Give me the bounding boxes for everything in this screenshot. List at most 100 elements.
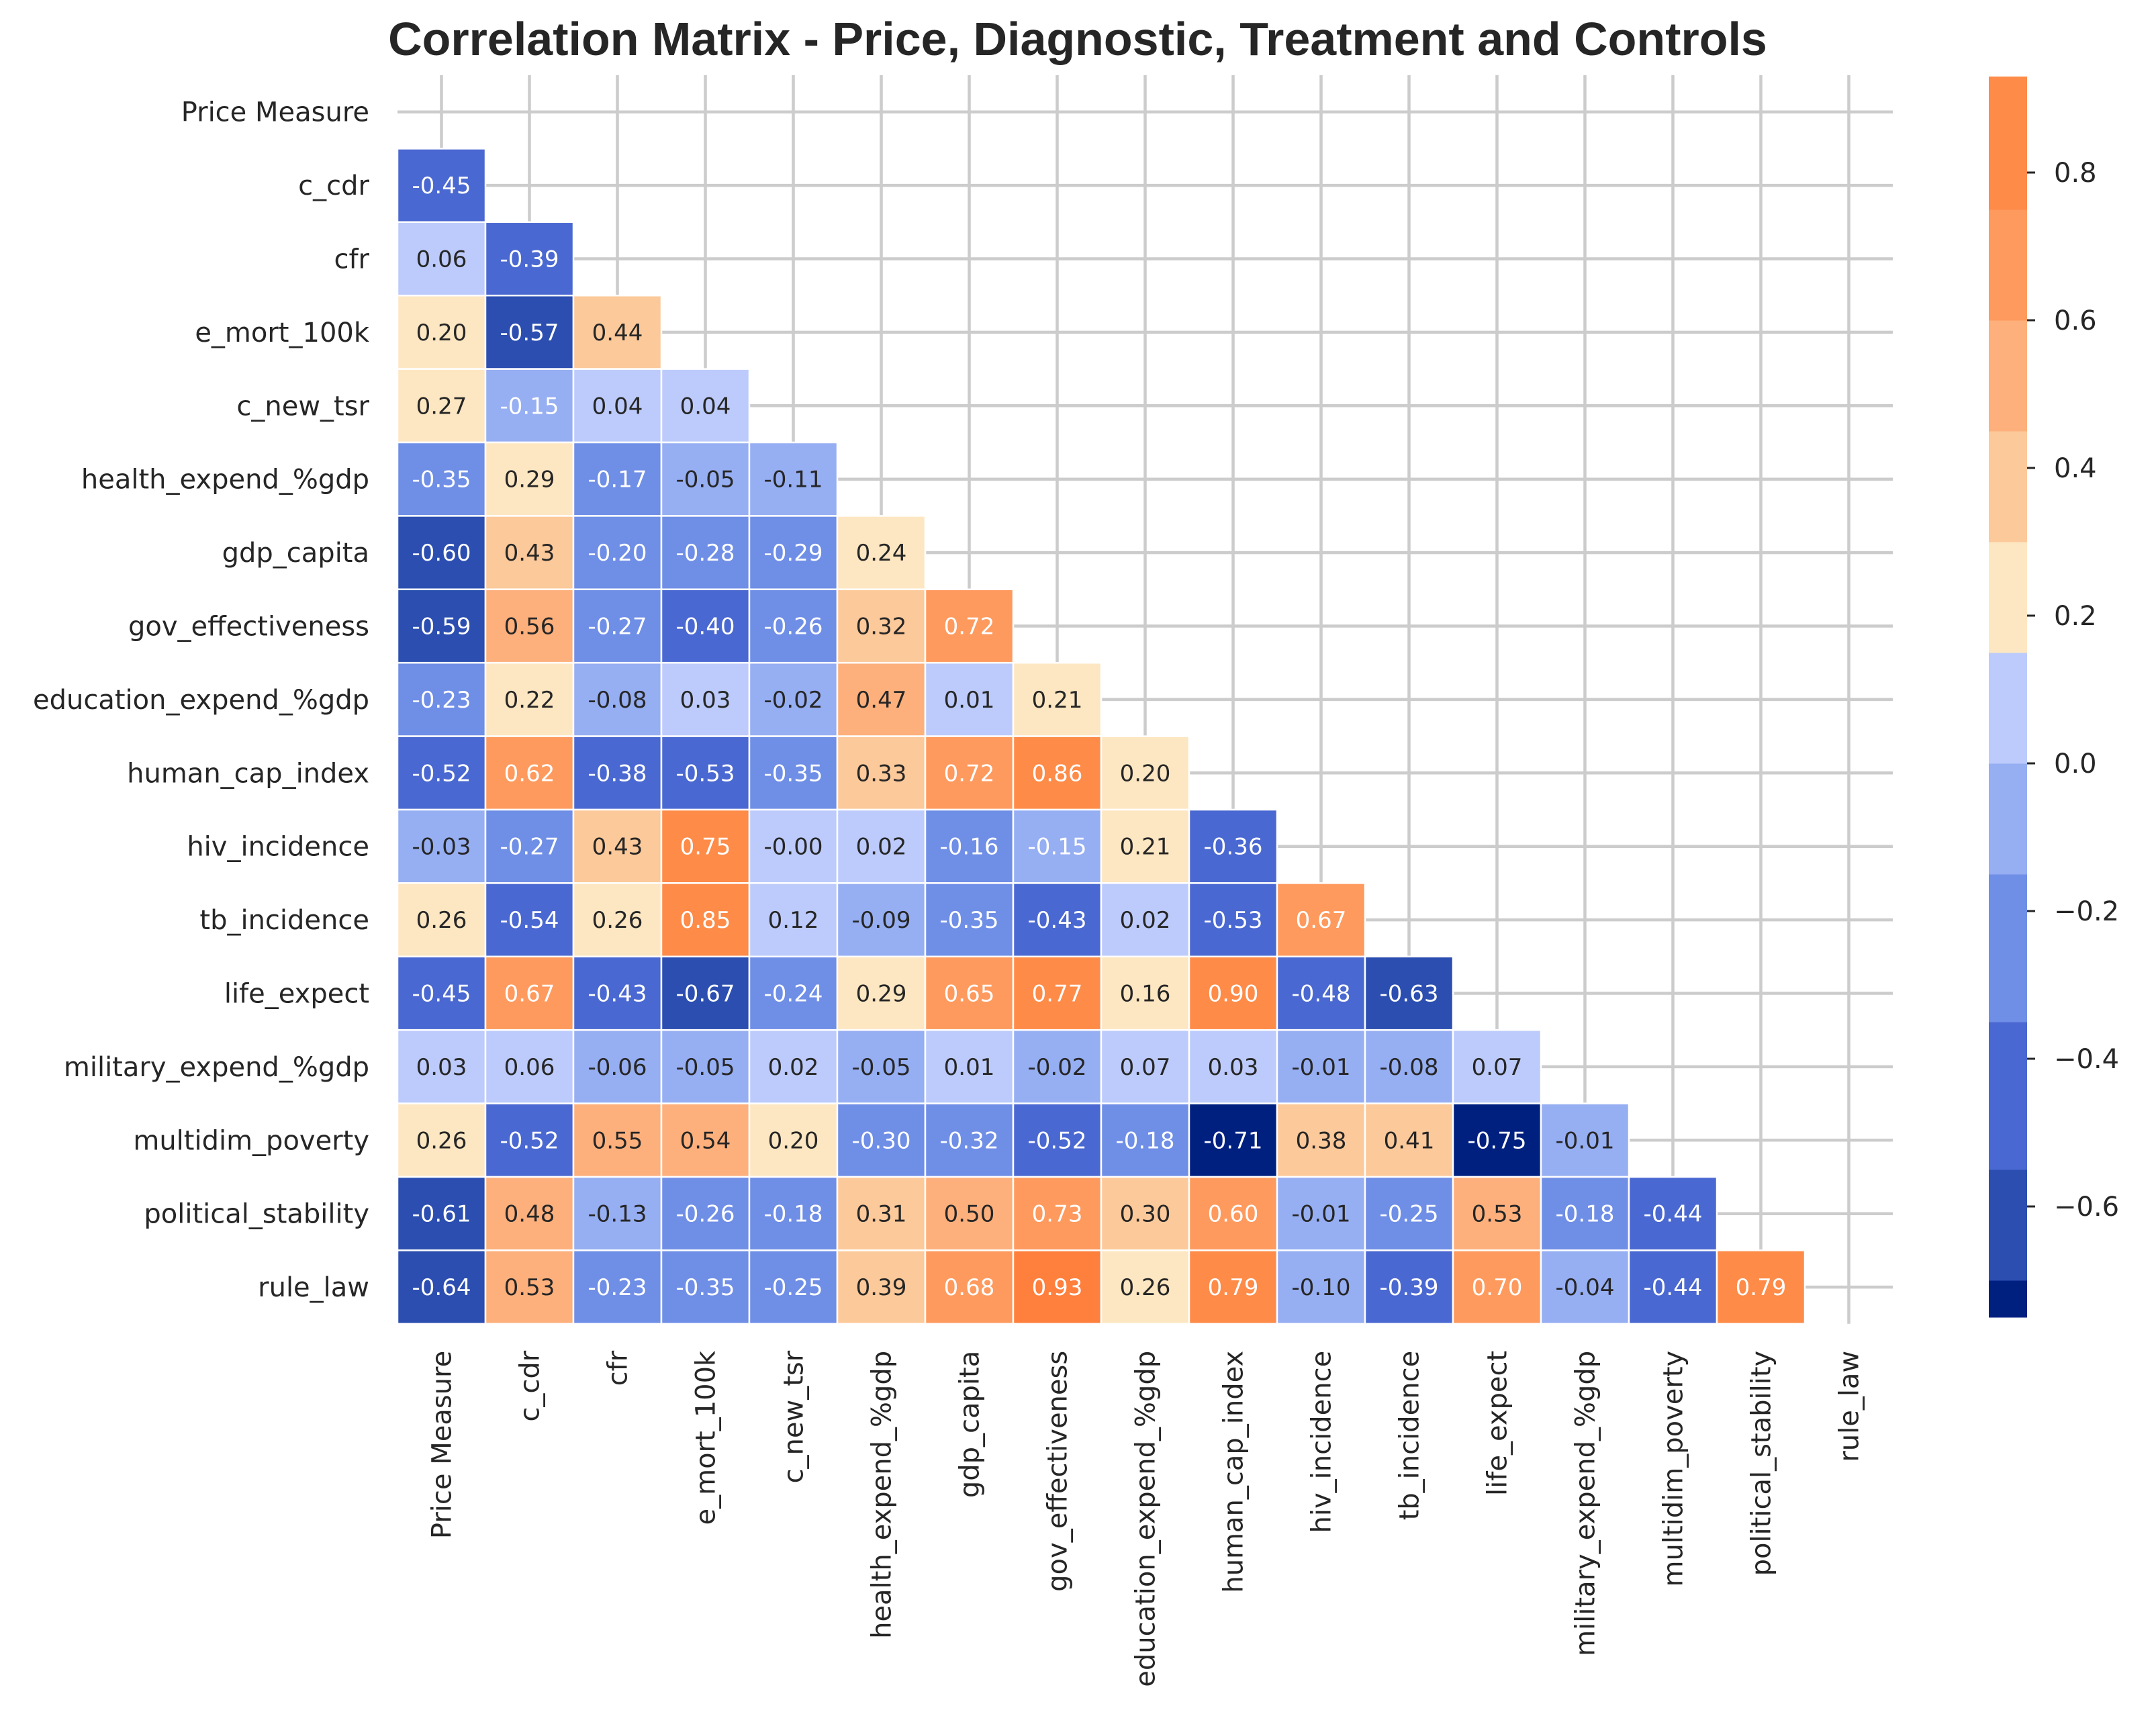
heatmap-cell (1188, 882, 1278, 958)
cell-value-label: -0.52 (1028, 1127, 1087, 1154)
cell-value-label: -0.38 (588, 760, 647, 787)
x-tick-label: gov_effectiveness (1043, 1351, 1074, 1592)
cell-value-label: 0.07 (1120, 1054, 1171, 1081)
heatmap-cell (396, 1029, 487, 1104)
cell-value-label: 0.12 (768, 907, 819, 934)
heatmap-cell (484, 1176, 575, 1251)
heatmap-cell (660, 808, 751, 884)
cell-value-label: -0.13 (588, 1201, 647, 1228)
heatmap-cell (660, 441, 751, 517)
cell-value-label: -0.02 (764, 687, 823, 714)
cell-value-label: 0.01 (944, 1054, 995, 1081)
heatmap-cell (924, 588, 1015, 664)
cell-value-label: 0.33 (856, 760, 907, 787)
heatmap-cell (748, 1176, 839, 1251)
cell-value-label: 0.04 (592, 393, 643, 420)
y-tick-label: health_expend_%gdp (81, 465, 369, 495)
x-tick-label: c_cdr (515, 1350, 546, 1421)
cell-value-label: -0.48 (1292, 981, 1351, 1008)
cell-value-label: -0.15 (500, 393, 559, 420)
heatmap-cell (396, 441, 487, 517)
cell-value-label: 0.48 (504, 1201, 555, 1228)
cell-value-label: -0.01 (1292, 1201, 1351, 1228)
heatmap-cell (1364, 1029, 1454, 1104)
cell-value-label: 0.73 (1032, 1201, 1083, 1228)
heatmap-cell (836, 1176, 927, 1251)
heatmap-cell (1100, 1249, 1190, 1325)
cell-value-label: -0.05 (852, 1054, 911, 1081)
cell-value-label: 0.93 (1032, 1274, 1083, 1301)
heatmap-cell (836, 588, 927, 664)
heatmap-cell (1540, 1176, 1630, 1251)
heatmap-cell (660, 955, 751, 1031)
cell-value-label: -0.01 (1556, 1127, 1615, 1154)
cell-value-label: 0.85 (680, 907, 731, 934)
heatmap-cell (1452, 1176, 1542, 1251)
cell-value-label: -0.32 (940, 1127, 999, 1154)
colorbar-segment (1989, 874, 2027, 1023)
heatmap-cell (748, 588, 839, 664)
cell-value-label: -0.39 (500, 246, 559, 273)
heatmap-cell (1188, 1029, 1278, 1104)
cell-value-label: -0.05 (676, 467, 735, 493)
y-tick-label: Price Measure (181, 97, 369, 128)
cell-value-label: 0.77 (1032, 981, 1083, 1008)
cell-value-label: 0.90 (1208, 981, 1259, 1008)
x-tick-label: cfr (603, 1350, 634, 1386)
colorbar-tick-label: 0.4 (2054, 453, 2097, 484)
cell-value-label: 0.02 (1120, 907, 1171, 934)
y-tick-label: e_mort_100k (195, 318, 370, 348)
cell-value-label: 0.67 (504, 981, 555, 1008)
cell-value-label: -0.25 (764, 1274, 823, 1301)
cell-value-label: 0.70 (1472, 1274, 1523, 1301)
cell-value-label: -0.11 (764, 467, 823, 493)
cell-value-label: 0.86 (1032, 760, 1083, 787)
heatmap-cell (836, 1102, 927, 1178)
cell-value-label: 0.07 (1472, 1054, 1523, 1081)
heatmap-cell (660, 515, 751, 591)
y-tick-label: rule_law (258, 1272, 369, 1303)
heatmap-cell (484, 735, 575, 811)
cell-value-label: -0.71 (1204, 1127, 1263, 1154)
colorbar-segment (1989, 209, 2027, 321)
cell-value-label: 0.68 (944, 1274, 995, 1301)
heatmap-cell (924, 1249, 1015, 1325)
heatmap-cell (1100, 1102, 1190, 1178)
cell-value-label: 0.03 (1208, 1054, 1259, 1081)
x-tick-label: military_expend_%gdp (1571, 1351, 1601, 1656)
cell-value-label: 0.53 (504, 1274, 555, 1301)
cell-value-label: -0.40 (676, 614, 735, 640)
cell-value-label: -0.27 (500, 834, 559, 861)
cell-value-label: 0.26 (416, 907, 467, 934)
heatmap-cell (1100, 955, 1190, 1031)
cell-value-label: -0.35 (764, 760, 823, 787)
colorbar-tick-label: 0.8 (2054, 158, 2097, 189)
cell-value-label: 0.20 (1120, 760, 1171, 787)
y-tick-label: education_expend_%gdp (33, 685, 369, 716)
heatmap-cell (572, 735, 663, 811)
heatmap-cell (396, 661, 487, 737)
heatmap-cell (396, 882, 487, 958)
heatmap-cell (1276, 882, 1366, 958)
heatmap-cell (1188, 1102, 1278, 1178)
cell-value-label: -0.59 (412, 614, 471, 640)
colorbar-tick-label: 0.6 (2054, 305, 2097, 336)
y-tick-label: political_stability (144, 1199, 369, 1230)
cell-value-label: -0.35 (940, 907, 999, 934)
cell-value-label: -0.17 (588, 467, 647, 493)
x-tick-label: education_expend_%gdp (1131, 1351, 1162, 1687)
cell-value-label: -0.75 (1468, 1127, 1527, 1154)
colorbar-tick-label: −0.2 (2054, 896, 2119, 927)
cell-value-label: 0.03 (416, 1054, 467, 1081)
cell-value-label: -0.43 (588, 981, 647, 1008)
cell-value-label: -0.54 (500, 907, 559, 934)
cell-value-label: 0.72 (944, 760, 995, 787)
cell-value-label: -0.16 (940, 834, 999, 861)
cell-value-label: -0.18 (764, 1201, 823, 1228)
cell-value-label: 0.79 (1736, 1274, 1787, 1301)
cell-value-label: -0.00 (764, 834, 823, 861)
cell-value-label: 0.53 (1472, 1201, 1523, 1228)
heatmap-cell (748, 955, 839, 1031)
heatmap-cell (1100, 735, 1190, 811)
colorbar-segment (1989, 1280, 2027, 1318)
